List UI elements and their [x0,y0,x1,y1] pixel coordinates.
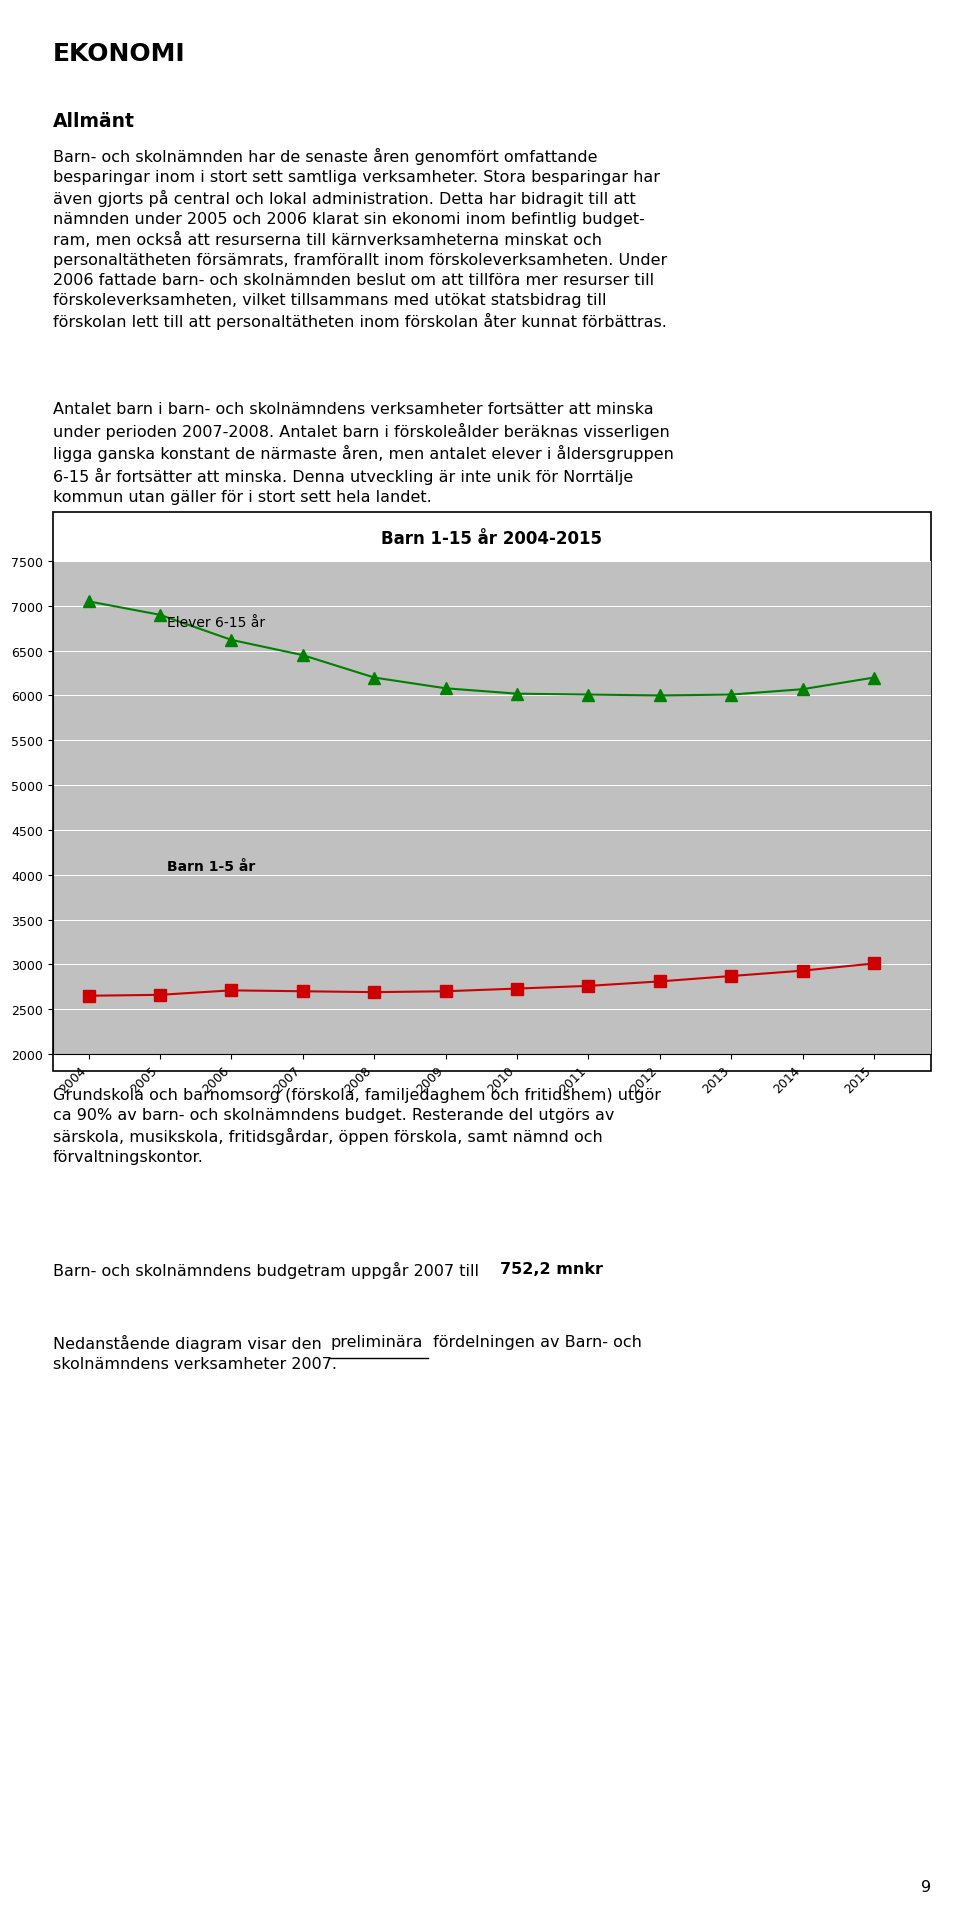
Text: preliminära: preliminära [330,1334,422,1349]
Text: Elever 6-15 år: Elever 6-15 år [167,614,265,630]
Text: Antalet barn i barn- och skolnämndens verksamheter fortsätter att minska
under p: Antalet barn i barn- och skolnämndens ve… [53,402,674,505]
Text: .: . [594,1261,599,1277]
Text: EKONOMI: EKONOMI [53,42,185,65]
Text: Grundskola och barnomsorg (förskola, familjedaghem och fritidshem) utgör
ca 90% : Grundskola och barnomsorg (förskola, fam… [53,1087,660,1164]
Text: Barn 1-15 år 2004-2015: Barn 1-15 år 2004-2015 [381,530,603,547]
Text: Nedanstående diagram visar den: Nedanstående diagram visar den [53,1334,326,1351]
Text: Allmänt: Allmänt [53,111,134,130]
Text: 9: 9 [921,1880,931,1895]
Text: Barn- och skolnämnden har de senaste åren genomfört omfattande
besparingar inom : Barn- och skolnämnden har de senaste åre… [53,147,667,331]
Text: Barn 1-5 år: Barn 1-5 år [167,859,255,875]
Text: 752,2 mnkr: 752,2 mnkr [500,1261,603,1277]
Text: fördelningen av Barn- och: fördelningen av Barn- och [428,1334,642,1349]
Text: Barn- och skolnämndens budgetram uppgår 2007 till: Barn- och skolnämndens budgetram uppgår … [53,1261,484,1279]
Text: skolnämndens verksamheter 2007.: skolnämndens verksamheter 2007. [53,1357,337,1372]
